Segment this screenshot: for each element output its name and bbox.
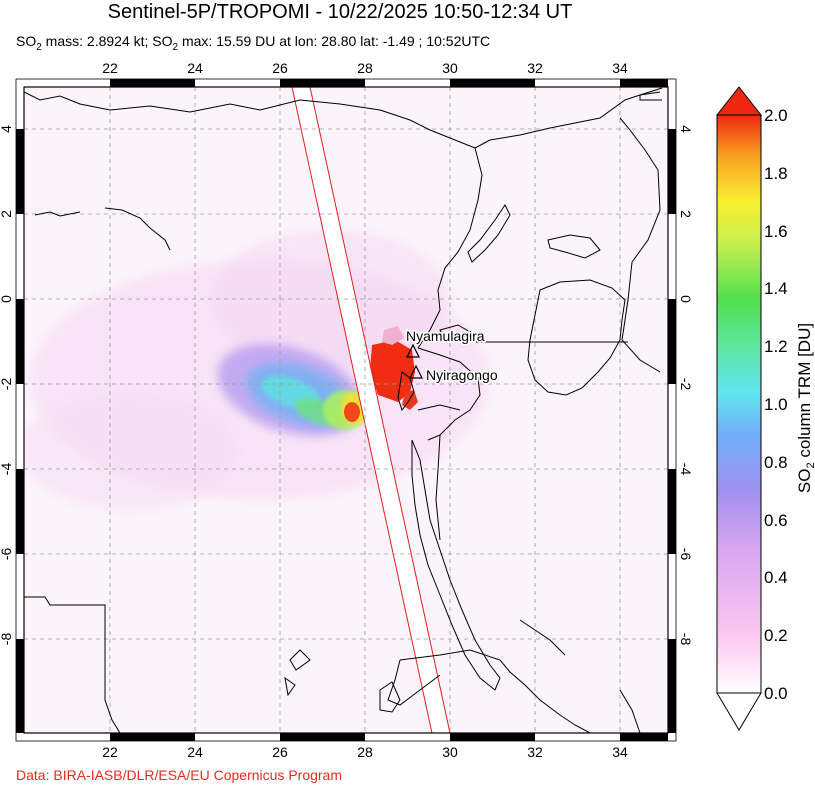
colorbar-tick: 1.6 bbox=[764, 222, 788, 241]
lat-tick: -6 bbox=[678, 548, 694, 561]
lat-tick: -2 bbox=[678, 378, 694, 391]
colorbar-gradient bbox=[716, 114, 762, 694]
lon-tick: 32 bbox=[527, 744, 543, 760]
colorbar-label-prefix: SO bbox=[795, 469, 814, 494]
stats-sub-2: 2 bbox=[172, 41, 179, 53]
lat-tick: -8 bbox=[0, 633, 14, 646]
coastlines-borders bbox=[24, 87, 663, 733]
colorbar-top-triangle bbox=[715, 86, 763, 116]
colorbar-bottom-triangle bbox=[716, 692, 762, 731]
lat-tick: 0 bbox=[0, 295, 14, 303]
lat-ticks-left: 4 2 0 -2 -4 -6 -8 bbox=[0, 125, 14, 645]
lat-tick: -8 bbox=[678, 633, 694, 646]
frame-scale-bars bbox=[16, 79, 676, 741]
lon-tick: 34 bbox=[612, 744, 628, 760]
colorbar-tick: 0.6 bbox=[764, 511, 788, 530]
lon-tick: 28 bbox=[357, 744, 373, 760]
lat-tick: 0 bbox=[678, 295, 694, 303]
stats-prefix: SO bbox=[16, 33, 37, 49]
stats-mass: mass: 2.8924 kt; SO bbox=[41, 33, 173, 49]
lon-ticks-bottom: 22 24 26 28 30 32 34 bbox=[102, 744, 628, 760]
colorbar-tick: 2.0 bbox=[764, 106, 788, 125]
colorbar-tick: 0.2 bbox=[764, 626, 788, 645]
lon-tick: 22 bbox=[102, 60, 118, 76]
colorbar-label-suffix: column TRM [DU] bbox=[795, 323, 814, 463]
lat-tick: 4 bbox=[0, 125, 14, 133]
volcano-icon bbox=[406, 343, 420, 358]
colorbar-ticks: 2.0 1.8 1.6 1.4 1.2 1.0 0.8 0.6 0.4 0.2 … bbox=[764, 106, 788, 703]
colorbar-tick: 0.0 bbox=[764, 684, 788, 703]
volcano-label-nyiragongo: Nyiragongo bbox=[426, 367, 498, 383]
data-credit: Data: BIRA-IASB/DLR/ESA/EU Copernicus Pr… bbox=[16, 767, 343, 783]
so2-stats-line: SO2 mass: 2.8924 kt; SO2 max: 15.59 DU a… bbox=[16, 33, 490, 53]
lon-tick: 26 bbox=[272, 60, 288, 76]
lat-tick: 2 bbox=[0, 210, 14, 218]
colorbar-tick: 1.0 bbox=[764, 395, 788, 414]
colorbar-tick: 1.2 bbox=[764, 337, 788, 356]
colorbar-label-sub: 2 bbox=[805, 462, 815, 468]
volcano-markers: Nyamulagira Nyiragongo bbox=[405, 327, 500, 385]
lon-tick: 26 bbox=[272, 744, 288, 760]
volcano-label-nyamulagira: Nyamulagira bbox=[406, 328, 485, 344]
colorbar-label: SO2 column TRM [DU] bbox=[795, 323, 815, 493]
stats-max: max: 15.59 DU at lon: 28.80 lat: -1.49 ;… bbox=[178, 33, 491, 49]
lat-tick: 2 bbox=[678, 210, 694, 218]
lon-tick: 30 bbox=[442, 60, 458, 76]
lat-tick: -4 bbox=[0, 463, 14, 476]
colorbar-tick: 0.4 bbox=[764, 568, 788, 587]
colorbar-tick: 1.8 bbox=[764, 164, 788, 183]
lat-tick: -6 bbox=[0, 548, 14, 561]
colorbar: 2.0 1.8 1.6 1.4 1.2 1.0 0.8 0.6 0.4 0.2 … bbox=[715, 86, 815, 731]
lon-ticks-top: 22 24 26 28 30 32 34 bbox=[102, 60, 628, 76]
lon-tick: 22 bbox=[102, 744, 118, 760]
lon-tick: 30 bbox=[442, 744, 458, 760]
colorbar-tick: 1.4 bbox=[764, 279, 788, 298]
lat-tick: 4 bbox=[678, 125, 694, 133]
colorbar-tick: 0.8 bbox=[764, 453, 788, 472]
lon-tick: 24 bbox=[187, 744, 203, 760]
map-title: Sentinel-5P/TROPOMI - 10/22/2025 10:50-1… bbox=[107, 1, 573, 23]
lon-tick: 32 bbox=[527, 60, 543, 76]
lat-tick: -4 bbox=[678, 463, 694, 476]
volcano-icon bbox=[409, 364, 423, 379]
lat-tick: -2 bbox=[0, 378, 14, 391]
graticule bbox=[24, 87, 668, 733]
stats-sub-1: 2 bbox=[36, 41, 42, 53]
lon-tick: 24 bbox=[187, 60, 203, 76]
lat-ticks-right: 4 2 0 -2 -4 -6 -8 bbox=[678, 125, 694, 645]
lon-tick: 34 bbox=[612, 60, 628, 76]
lon-tick: 28 bbox=[357, 60, 373, 76]
